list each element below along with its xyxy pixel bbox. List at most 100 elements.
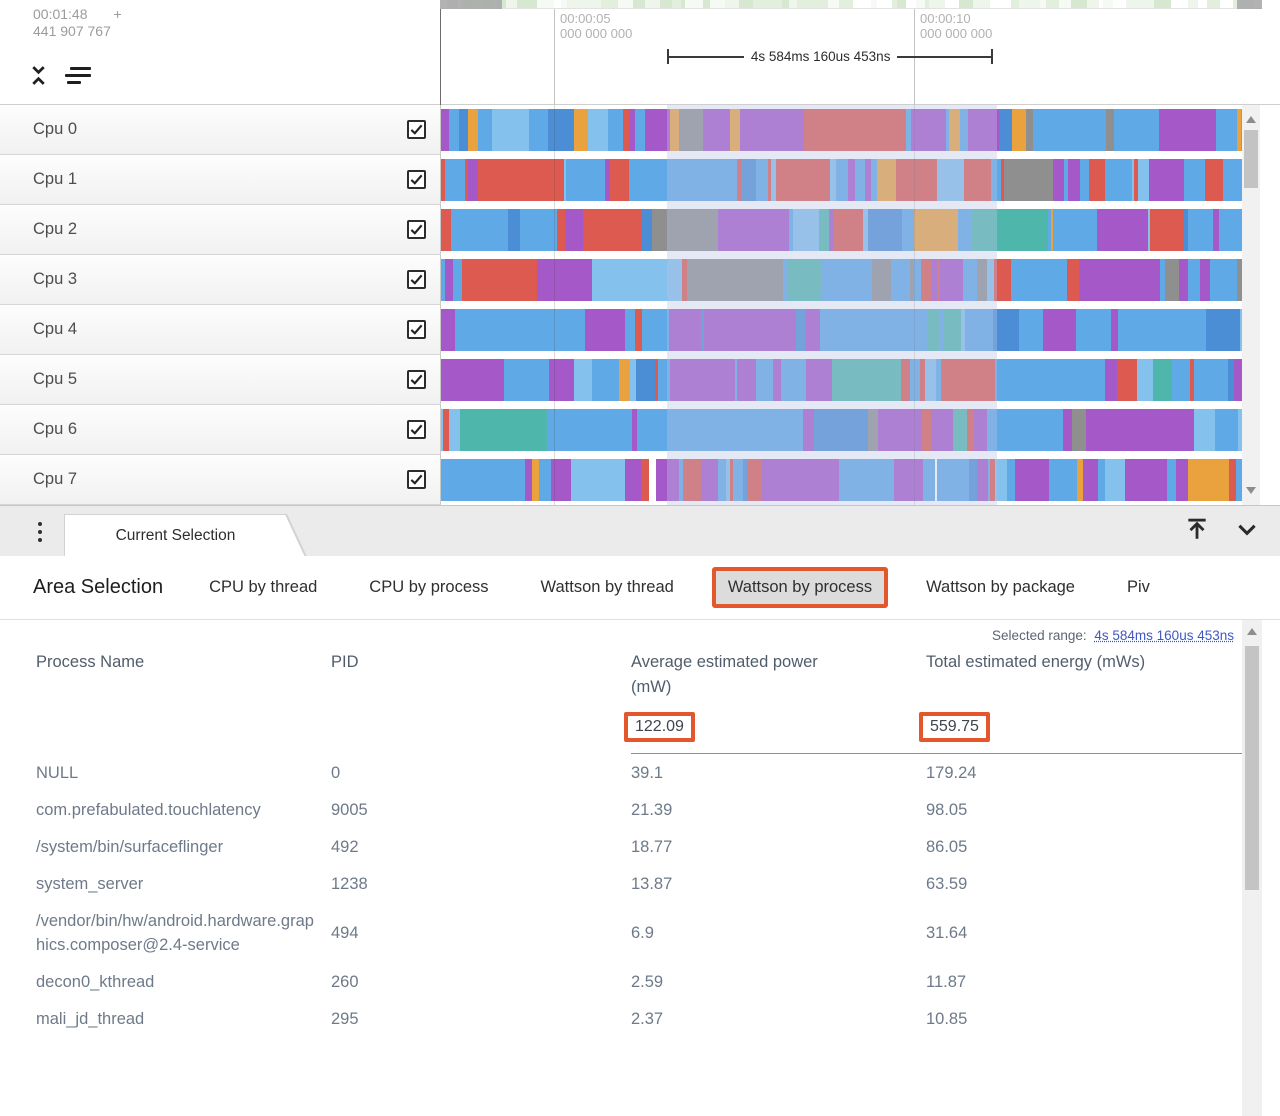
cpu-tracks-area: Cpu 0 Cpu 1 Cpu 2 Cpu 3 Cpu 4 Cpu 5 Cpu 6 Cpu 7 [0,105,1280,505]
minimap-segment [973,0,990,8]
minimap-segment [1040,0,1046,8]
summary-total-energy: 559.75 [919,710,1244,754]
scroll-up-button[interactable] [1247,628,1257,635]
minimap-segment [905,0,917,8]
track-filter-button[interactable] [65,67,91,84]
scroll-down-button[interactable] [1246,487,1256,494]
summary-cell-empty [36,710,331,754]
minimap-viewport-handle-right[interactable] [1237,0,1262,9]
minimap-segment [709,0,726,8]
minimap-segment [781,0,789,8]
process-name-cell: com.prefabulated.touchlatency [36,801,261,819]
detail-tab-wattson-by-thread[interactable]: Wattson by thread [540,578,674,596]
track-label: Cpu 3 [0,255,441,305]
track-title: Cpu 0 [33,120,78,138]
collapse-panel-button[interactable] [1234,516,1260,542]
timeline-minimap[interactable] [440,0,1262,9]
total-energy-cell: 63.59 [926,874,968,893]
minimap-segment [993,0,1006,8]
minimap-segment [681,0,685,8]
pid-cell: 0 [331,763,341,782]
minimap-segment [618,0,634,8]
minimap-segment [945,0,959,8]
minimap-segment [1153,0,1171,8]
minimap-segment [1232,0,1241,8]
track-timeline[interactable] [441,259,1242,301]
average-power-cell: 2.59 [631,972,664,991]
minimap-segment [1005,0,1012,8]
track-timeline[interactable] [441,359,1242,401]
track-checkbox[interactable] [407,320,426,339]
minimap-segment [725,0,739,8]
column-header-2: PID [331,653,359,671]
process-name-cell: /vendor/bin/hw/android.hardware.graphics… [36,912,314,954]
minimap-segment [659,0,672,8]
process-name-cell: mali_jd_thread [36,1010,145,1028]
track-checkbox[interactable] [407,220,426,239]
time-tick-label: 00:00:05 000 000 000 [560,11,632,41]
track-checkbox[interactable] [407,420,426,439]
track-title: Cpu 4 [33,320,78,338]
process-name-cell: NULL [36,764,79,782]
minimap-segment [1138,0,1154,8]
track-timeline[interactable] [441,309,1242,351]
minimap-segment [1102,0,1113,8]
annotation-highlight-power: 122.09 [624,712,695,742]
minimap-segment [1019,0,1031,8]
minimap-segment [891,0,897,8]
track-checkbox[interactable] [407,270,426,289]
track-label: Cpu 7 [0,455,441,505]
cpu-track-row: Cpu 6 [0,405,1280,455]
tick-nanoseconds: 000 000 000 [920,26,993,41]
minimap-segment [1219,0,1233,8]
detail-tab-wattson-by-package[interactable]: Wattson by package [926,578,1075,596]
track-timeline[interactable] [441,459,1242,501]
minimap-segment [528,0,537,8]
track-checkbox[interactable] [407,170,426,189]
panel-tab-bar: Current Selection [0,505,1280,558]
panel-menu-button[interactable] [36,520,44,544]
cpu-track-row: Cpu 7 [0,455,1280,505]
track-checkbox[interactable] [407,370,426,389]
track-title: Cpu 5 [33,370,78,388]
track-checkbox[interactable] [407,120,426,139]
selected-range-link[interactable]: 4s 584ms 160us 453ns [1094,628,1234,643]
checkmark-icon [410,274,423,285]
tracks-scrollbar[interactable] [1242,105,1260,505]
minimap-segment [601,0,619,8]
minimap-segment [1098,0,1103,8]
track-title: Cpu 7 [33,470,78,488]
track-label: Cpu 2 [0,205,441,255]
track-timeline[interactable] [441,409,1242,451]
chevron-down-icon [1238,524,1256,536]
scrollbar-thumb[interactable] [1244,130,1258,188]
track-checkbox[interactable] [407,470,426,489]
minimap-segment [797,0,814,8]
tick-time: 00:00:10 [920,11,971,26]
minimap-segment [1086,0,1099,8]
scroll-up-button[interactable] [1246,116,1256,123]
minimap-segment [536,0,555,8]
minimap-viewport-handle-left[interactable] [440,0,502,9]
track-timeline[interactable] [441,109,1242,151]
duration-left-cap [667,49,669,64]
time-tick-label: 00:00:10 000 000 000 [920,11,992,41]
expand-panel-button[interactable] [1184,516,1210,542]
time-ruler-tick [554,9,555,105]
average-power-cell: 18.77 [631,837,673,856]
pid-cell: 492 [331,837,359,856]
cursor-time: 00:01:48 [33,6,88,22]
annotation-highlight-energy: 559.75 [919,712,990,742]
scrollbar-thumb[interactable] [1245,646,1259,890]
detail-tab-piv[interactable]: Piv [1126,578,1150,596]
detail-tab-wattson-by-process[interactable]: Wattson by process [711,567,889,608]
panel-scrollbar[interactable] [1242,620,1262,1116]
collapse-all-tracks-button[interactable] [28,64,49,87]
detail-tab-cpu-by-process[interactable]: CPU by process [369,578,489,596]
tab-current-selection[interactable]: Current Selection [64,514,286,557]
track-timeline[interactable] [441,209,1242,251]
track-timeline[interactable] [441,159,1242,201]
tick-nanoseconds: 000 000 000 [560,26,633,41]
checkmark-icon [410,474,423,485]
detail-tab-cpu-by-thread[interactable]: CPU by thread [209,578,318,596]
